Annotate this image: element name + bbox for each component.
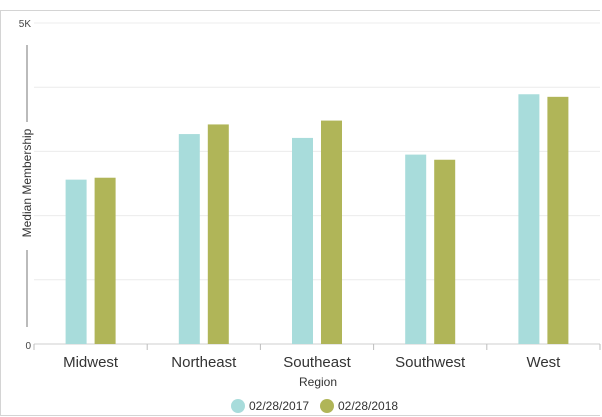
bar-midwest-2[interactable] <box>94 177 116 344</box>
legend-swatch <box>231 399 245 413</box>
legend: 02/28/2017 02/28/2018 <box>231 399 398 413</box>
x-tick-label: Midwest <box>63 354 119 371</box>
x-tick-label: West <box>526 354 561 371</box>
x-axis-ticks <box>33 344 601 350</box>
x-axis-label: Region <box>299 375 337 389</box>
y-tick-label-max: 5K <box>19 19 32 30</box>
bar-southeast-1[interactable] <box>292 137 313 344</box>
y-tick-label-min: 0 <box>25 341 31 352</box>
x-tick-label: Southeast <box>283 354 351 371</box>
bar-midwest-1[interactable] <box>65 179 87 344</box>
legend-item[interactable]: 02/28/2018 <box>320 399 398 413</box>
legend-label: 02/28/2017 <box>249 399 309 413</box>
bar-northeast-2[interactable] <box>207 124 229 344</box>
bars <box>65 94 569 345</box>
bar-west-2[interactable] <box>547 96 569 344</box>
legend-label: 02/28/2018 <box>338 399 398 413</box>
legend-item[interactable]: 02/28/2017 <box>231 399 309 413</box>
x-tick-label: Northeast <box>171 354 237 371</box>
x-axis-categories: Midwest Northeast Southeast Southwest West <box>63 354 561 371</box>
legend-swatch <box>320 399 334 413</box>
x-tick-label: Southwest <box>395 354 466 371</box>
bar-southwest-2[interactable] <box>434 159 456 344</box>
bar-southeast-2[interactable] <box>321 120 342 344</box>
gridlines <box>34 22 600 345</box>
y-axis: 5K 0 Median Membership <box>19 19 34 352</box>
bar-northeast-1[interactable] <box>178 134 200 344</box>
bar-southwest-1[interactable] <box>405 154 427 344</box>
bar-west-1[interactable] <box>518 94 540 345</box>
y-axis-label: Median Membership <box>20 128 34 237</box>
